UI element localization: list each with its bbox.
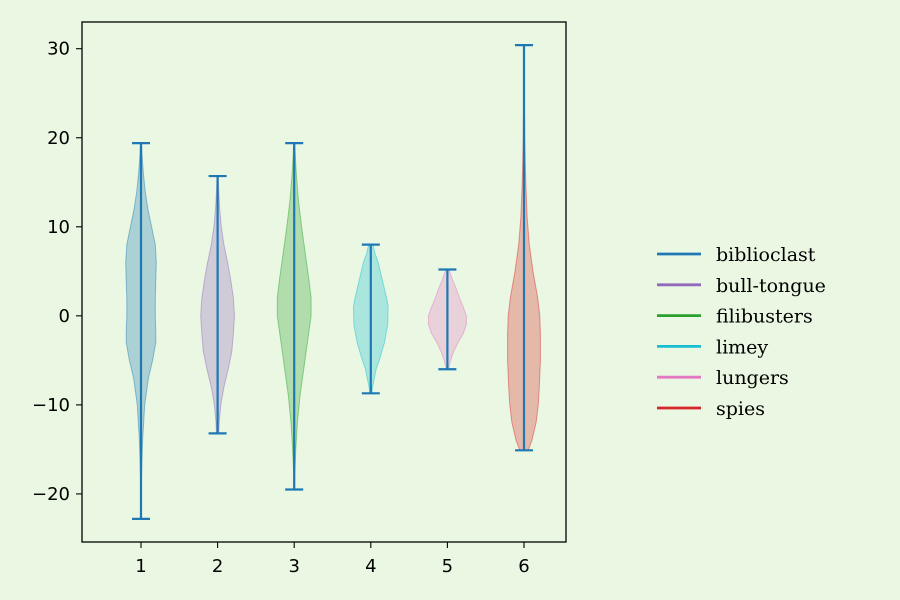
y-tick-label: 10 bbox=[47, 217, 70, 238]
legend-label-spies: spies bbox=[716, 398, 765, 420]
legend-label-biblioclast: biblioclast bbox=[716, 244, 816, 266]
axes: −20 −10 0 10 20 30 1 2 3 4 5 6 bbox=[32, 21, 567, 577]
legend: biblioclast bull-tongue filibusters limey lu… bbox=[657, 244, 826, 420]
y-tick-label: 0 bbox=[59, 306, 70, 327]
x-tick-label: 6 bbox=[518, 556, 529, 577]
legend-label-limey: limey bbox=[716, 336, 768, 358]
plot-area bbox=[125, 44, 541, 520]
y-tick-label: 20 bbox=[47, 128, 70, 149]
x-tick-label: 2 bbox=[212, 556, 223, 577]
y-tick-label: −20 bbox=[32, 484, 70, 505]
x-tick-label: 4 bbox=[365, 556, 376, 577]
legend-label-lungers: lungers bbox=[716, 367, 789, 389]
y-tick-label: 30 bbox=[47, 39, 70, 60]
plot-frame bbox=[81, 21, 567, 543]
x-tick-label: 1 bbox=[135, 556, 146, 577]
x-tick-label: 5 bbox=[442, 556, 453, 577]
legend-label-filibusters: filibusters bbox=[716, 306, 813, 328]
y-tick-label: −10 bbox=[32, 395, 70, 416]
legend-label-bull-tongue: bull-tongue bbox=[716, 275, 826, 297]
x-tick-label: 3 bbox=[288, 556, 299, 577]
